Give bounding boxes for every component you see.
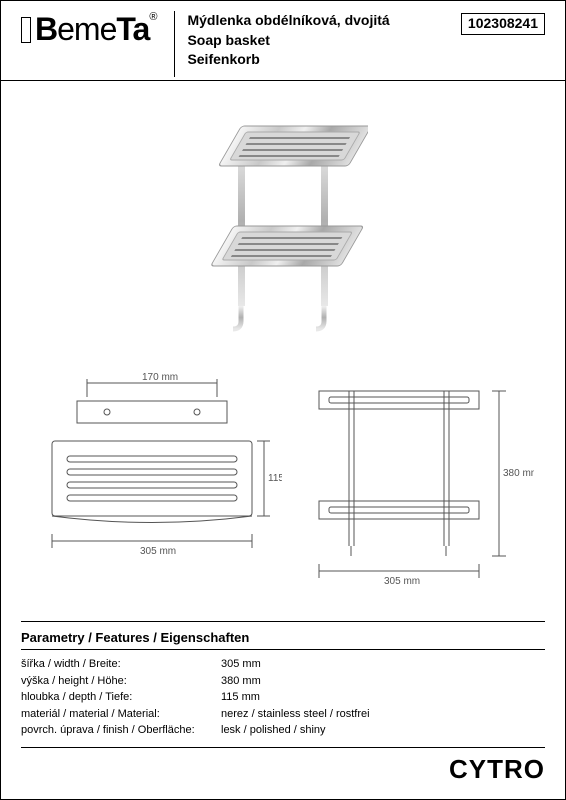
spec-value: nerez / stainless steel / rostfrei [221,706,370,723]
spec-label: šířka / width / Breite: [21,656,221,673]
spec-row: povrch. úprava / finish / Oberfläche: le… [21,722,545,739]
dim-side-width: 305 mm [384,576,420,587]
spec-row: hloubka / depth / Tiefe: 115 mm [21,689,545,706]
brand-b: B [35,11,57,47]
logo-box-icon [21,17,31,43]
product-photo [1,81,565,371]
spec-value: lesk / polished / shiny [221,722,326,739]
product-code: 102308241 [461,13,545,35]
soap-basket-icon [198,106,368,346]
spec-label: výška / height / Höhe: [21,673,221,690]
technical-diagrams: 170 mm 115 mm 305 mm [1,371,565,611]
spec-label: materiál / material / Material: [21,706,221,723]
brand-eme: eme [57,11,116,47]
spec-row: šířka / width / Breite: 305 mm [21,656,545,673]
dim-full-width: 305 mm [140,546,176,557]
spec-label: povrch. úprava / finish / Oberfläche: [21,722,221,739]
spec-row: materiál / material / Material: nerez / … [21,706,545,723]
title-en: Soap basket [187,31,460,51]
dim-height: 380 mm [503,468,534,479]
dim-top-width: 170 mm [142,372,178,383]
brand-logo: BemeTa® [21,11,156,48]
header: BemeTa® Mýdlenka obdélníková, dvojitá So… [1,1,565,81]
title-column: Mýdlenka obdélníková, dvojitá Soap baske… [174,11,460,77]
brand-reg: ® [149,11,156,23]
title-cz: Mýdlenka obdélníková, dvojitá [187,11,460,31]
collection-name: CYTRO [1,748,565,785]
specs-heading: Parametry / Features / Eigenschaften [21,630,545,650]
diagram-left: 170 mm 115 mm 305 mm [32,371,282,591]
spec-row: výška / height / Höhe: 380 mm [21,673,545,690]
spec-value: 380 mm [221,673,261,690]
title-de: Seifenkorb [187,50,460,70]
spec-value: 115 mm [221,689,260,706]
spec-value: 305 mm [221,656,261,673]
specs-section: Parametry / Features / Eigenschaften šíř… [21,621,545,748]
diagram-right: 380 mm 305 mm [304,371,534,591]
brand-ta: Ta [116,11,149,47]
spec-label: hloubka / depth / Tiefe: [21,689,221,706]
dim-depth: 115 mm [268,473,282,484]
